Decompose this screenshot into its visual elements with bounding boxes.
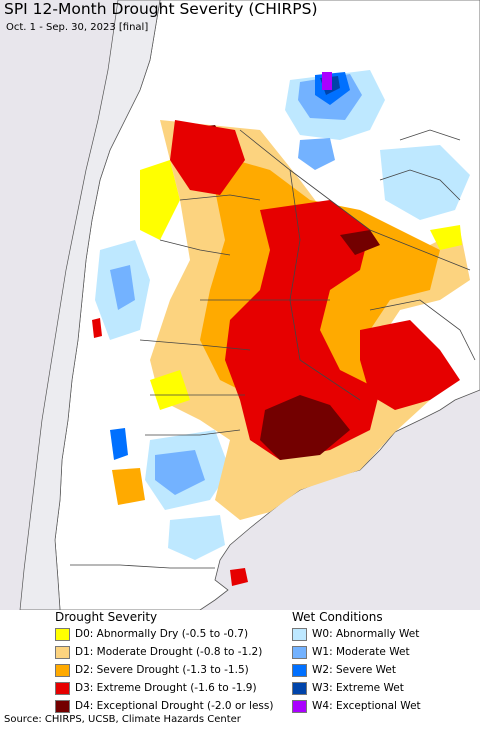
legend-item-w2: W2: Severe Wet	[292, 662, 396, 678]
legend: Drought Severity Wet Conditions D0: Abno…	[0, 610, 480, 713]
swatch-d1	[55, 645, 70, 659]
legend-label: W3: Extreme Wet	[312, 682, 404, 694]
swatch-w4	[292, 699, 307, 713]
map-subtitle: Oct. 1 - Sep. 30, 2023 [final]	[6, 22, 149, 33]
swatch-w2	[292, 663, 307, 677]
map-title: SPI 12-Month Drought Severity (CHIRPS)	[4, 0, 318, 18]
swatch-d3	[55, 681, 70, 695]
legend-label: W1: Moderate Wet	[312, 646, 410, 658]
swatch-d0	[55, 627, 70, 641]
legend-item-w1: W1: Moderate Wet	[292, 644, 410, 660]
drought-areas	[92, 120, 470, 586]
swatch-d2	[55, 663, 70, 677]
swatch-d4	[55, 699, 70, 713]
legend-label: D4: Exceptional Drought (-2.0 or less)	[75, 700, 274, 712]
source-credit: Source: CHIRPS, UCSB, Climate Hazards Ce…	[4, 714, 241, 725]
legend-item-w3: W3: Extreme Wet	[292, 680, 404, 696]
legend-label: D1: Moderate Drought (-0.8 to -1.2)	[75, 646, 263, 658]
legend-label: D2: Severe Drought (-1.3 to -1.5)	[75, 664, 249, 676]
legend-item-d2: D2: Severe Drought (-1.3 to -1.5)	[55, 662, 249, 678]
borders	[70, 129, 476, 569]
legend-label: W4: Exceptional Wet	[312, 700, 421, 712]
drought-legend-heading: Drought Severity	[55, 610, 158, 624]
legend-label: D3: Extreme Drought (-1.6 to -1.9)	[75, 682, 257, 694]
legend-label: W2: Severe Wet	[312, 664, 396, 676]
legend-item-d1: D1: Moderate Drought (-0.8 to -1.2)	[55, 644, 262, 660]
legend-item-d0: D0: Abnormally Dry (-0.5 to -0.7)	[55, 626, 248, 642]
legend-item-d4: D4: Exceptional Drought (-2.0 or less)	[55, 698, 273, 714]
legend-item-w0: W0: Abnormally Wet	[292, 626, 419, 642]
wet-legend-heading: Wet Conditions	[292, 610, 383, 624]
swatch-w1	[292, 645, 307, 659]
wet-areas	[95, 70, 470, 560]
legend-item-d3: D3: Extreme Drought (-1.6 to -1.9)	[55, 680, 257, 696]
swatch-w0	[292, 627, 307, 641]
legend-label: D0: Abnormally Dry (-0.5 to -0.7)	[75, 628, 249, 640]
swatch-w3	[292, 681, 307, 695]
legend-label: W0: Abnormally Wet	[312, 628, 420, 640]
legend-item-w4: W4: Exceptional Wet	[292, 698, 421, 714]
chile-region	[19, 0, 161, 610]
drought-map	[0, 0, 480, 610]
